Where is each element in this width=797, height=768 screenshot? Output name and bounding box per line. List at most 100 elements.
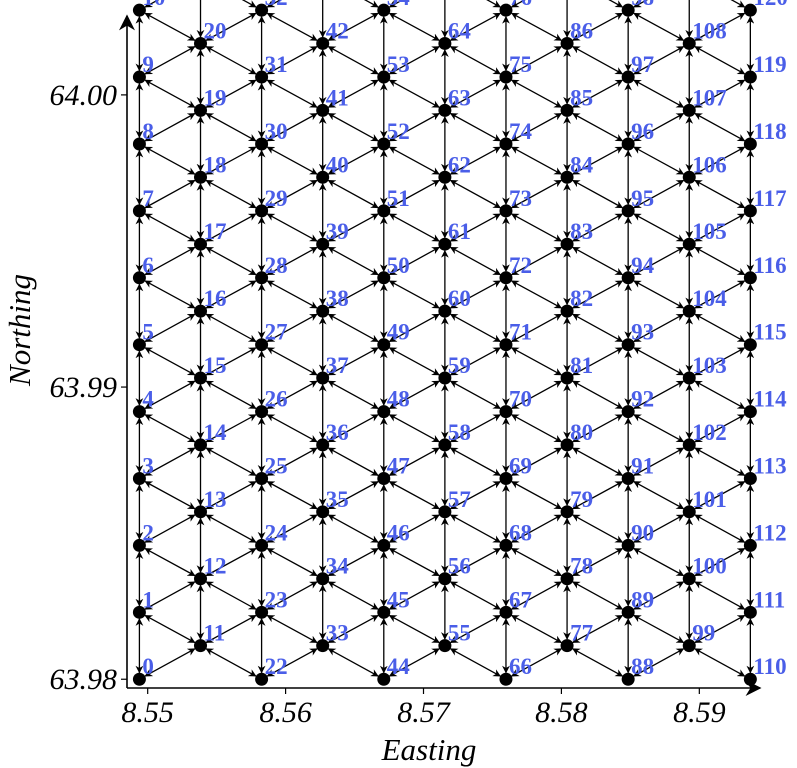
node-label-115: 115 bbox=[753, 320, 786, 345]
edge-59-70 bbox=[449, 380, 501, 410]
edge-16-28 bbox=[205, 280, 257, 309]
edge-79-90 bbox=[572, 514, 624, 543]
node-89 bbox=[621, 605, 635, 619]
node-30 bbox=[255, 137, 269, 151]
edge-73-83 bbox=[510, 213, 563, 242]
node-98 bbox=[621, 3, 635, 17]
edge-30-41 bbox=[266, 112, 318, 142]
node-90 bbox=[621, 538, 635, 552]
node-104 bbox=[682, 304, 696, 318]
node-120 bbox=[743, 3, 757, 17]
edge-69-80 bbox=[510, 447, 563, 476]
edge-8-19 bbox=[144, 112, 196, 142]
node-77 bbox=[560, 639, 574, 653]
edge-12-23 bbox=[205, 581, 257, 610]
node-10 bbox=[132, 3, 146, 17]
edge-103-115 bbox=[694, 347, 746, 376]
node-label-68: 68 bbox=[509, 520, 532, 545]
node-label-2: 2 bbox=[142, 520, 154, 545]
edge-21-32 bbox=[205, 0, 257, 8]
node-label-37: 37 bbox=[326, 353, 349, 378]
edge-64-76 bbox=[449, 12, 501, 41]
node-0 bbox=[132, 672, 146, 686]
node-9 bbox=[132, 70, 146, 84]
edge-84-95 bbox=[572, 179, 624, 209]
edge-54-64 bbox=[388, 12, 440, 41]
node-16 bbox=[194, 304, 208, 318]
node-83 bbox=[560, 237, 574, 251]
edge-2-13 bbox=[144, 514, 196, 543]
node-labels-layer: 0123456789101112131415161718192021222324… bbox=[142, 0, 787, 679]
edge-63-74 bbox=[449, 112, 501, 142]
edge-5-15 bbox=[144, 347, 196, 376]
node-18 bbox=[194, 170, 208, 184]
edge-15-27 bbox=[205, 347, 257, 376]
edge-94-104 bbox=[633, 280, 685, 309]
node-label-100: 100 bbox=[692, 554, 727, 579]
edge-62-74 bbox=[449, 146, 501, 175]
node-label-59: 59 bbox=[448, 353, 471, 378]
edge-36-48 bbox=[327, 414, 379, 443]
edge-94-105 bbox=[633, 246, 685, 276]
edge-71-82 bbox=[510, 313, 563, 343]
edge-30-40 bbox=[266, 146, 318, 175]
edge-49-59 bbox=[388, 347, 440, 376]
node-94 bbox=[621, 271, 635, 285]
node-label-108: 108 bbox=[692, 18, 727, 43]
edge-68-78 bbox=[510, 547, 563, 577]
node-label-23: 23 bbox=[265, 587, 288, 612]
edge-37-48 bbox=[327, 380, 379, 410]
edge-42-53 bbox=[327, 46, 379, 75]
node-label-63: 63 bbox=[448, 85, 471, 110]
node-label-101: 101 bbox=[692, 487, 727, 512]
node-label-78: 78 bbox=[570, 554, 593, 579]
node-74 bbox=[499, 137, 513, 151]
node-91 bbox=[621, 472, 635, 486]
edge-24-34 bbox=[266, 547, 318, 577]
edge-11-23 bbox=[205, 614, 257, 644]
node-63 bbox=[438, 103, 452, 117]
node-label-92: 92 bbox=[631, 387, 654, 412]
edge-97-108 bbox=[633, 46, 685, 75]
node-29 bbox=[255, 204, 269, 218]
node-label-81: 81 bbox=[570, 353, 593, 378]
edge-55-67 bbox=[449, 614, 501, 644]
edge-106-118 bbox=[694, 146, 746, 175]
node-label-53: 53 bbox=[387, 52, 410, 77]
x-tick-label-2: 8.57 bbox=[397, 696, 452, 729]
edge-92-102 bbox=[633, 414, 685, 443]
node-44 bbox=[377, 672, 391, 686]
node-8 bbox=[132, 137, 146, 151]
node-67 bbox=[499, 605, 513, 619]
node-51 bbox=[377, 204, 391, 218]
edge-97-107 bbox=[633, 79, 685, 108]
node-label-0: 0 bbox=[142, 654, 154, 679]
node-28 bbox=[255, 271, 269, 285]
x-tick-label-4: 8.59 bbox=[673, 696, 726, 729]
node-label-116: 116 bbox=[753, 253, 786, 278]
edge-51-62 bbox=[388, 179, 440, 209]
edge-60-71 bbox=[449, 313, 501, 343]
edge-79-91 bbox=[572, 481, 624, 510]
nodes-layer bbox=[132, 3, 757, 686]
y-axis-title: Northing bbox=[2, 274, 37, 387]
node-47 bbox=[377, 472, 391, 486]
node-75 bbox=[499, 70, 513, 84]
edge-62-73 bbox=[449, 179, 501, 209]
edge-58-70 bbox=[449, 414, 501, 443]
node-label-72: 72 bbox=[509, 253, 532, 278]
edge-14-25 bbox=[205, 447, 257, 476]
node-label-1: 1 bbox=[142, 587, 154, 612]
node-label-91: 91 bbox=[631, 454, 654, 479]
node-86 bbox=[560, 36, 574, 50]
edge-11-22 bbox=[205, 648, 257, 677]
node-54 bbox=[377, 3, 391, 17]
node-label-77: 77 bbox=[570, 621, 593, 646]
edge-91-102 bbox=[633, 447, 685, 476]
node-label-62: 62 bbox=[448, 152, 471, 177]
edge-20-32 bbox=[205, 12, 257, 41]
node-label-35: 35 bbox=[326, 487, 349, 512]
edge-1-11 bbox=[144, 614, 196, 644]
node-label-55: 55 bbox=[448, 621, 471, 646]
node-label-50: 50 bbox=[387, 253, 410, 278]
